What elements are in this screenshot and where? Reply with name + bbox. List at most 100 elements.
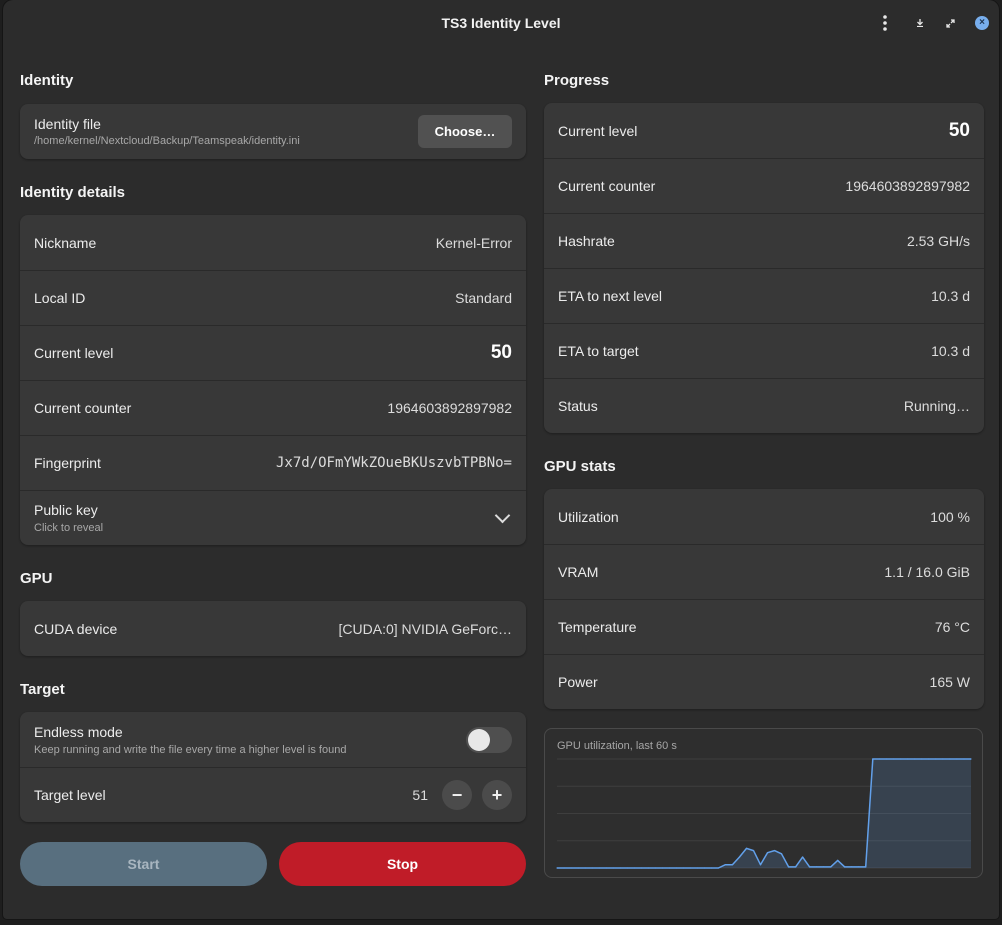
endless-mode-row: Endless mode Keep running and write the … [20,712,526,767]
chart-point [584,867,586,869]
chart-point [900,758,902,760]
chart-point [787,866,790,868]
current-level-value: 50 [490,342,512,363]
chevron-down-icon[interactable] [494,507,511,523]
chart-point [605,867,607,869]
choose-file-button[interactable]: Choose… [418,115,512,148]
minus-icon: − [451,785,463,805]
stop-button[interactable]: Stop [279,842,526,886]
target-card: Endless mode Keep running and write the … [20,712,526,822]
local-id-row: Local ID Standard [20,270,526,325]
chart-point [633,867,635,869]
progress-counter-label: Current counter [558,178,656,194]
temperature-row: Temperature 76 °C [544,599,984,654]
power-value: 165 W [929,674,970,690]
endless-mode-switch[interactable] [466,726,512,753]
chart-point [717,867,719,869]
chart-point [872,758,874,760]
minimize-button[interactable] [908,11,932,35]
chart-point [823,866,825,868]
status-value: Running… [903,398,970,414]
chart-point [858,866,860,868]
chart-point [914,758,916,760]
chart-point [970,758,972,760]
current-counter-value: 1964603892897982 [387,400,512,416]
local-id-label: Local ID [34,290,86,306]
chart-point [619,867,621,869]
public-key-label: Public key [34,502,98,518]
progress-section-title: Progress [544,72,610,89]
progress-level-value: 50 [948,119,970,141]
chart-point [844,866,846,868]
gpu-section-title: GPU [20,570,53,587]
minimize-icon [917,19,923,27]
chart-point [773,849,776,852]
eta-target-label: ETA to target [558,343,639,359]
chart-point [696,867,698,869]
chart-point [956,758,958,760]
chart-point [563,867,565,869]
close-button[interactable]: × [970,11,994,35]
current-counter-label: Current counter [34,400,132,416]
gpu-card: CUDA device [CUDA:0] NVIDIA GeForc… [20,601,526,656]
chart-point [703,867,705,869]
chart-point [794,866,797,868]
utilization-row: Utilization 100 % [544,489,984,544]
chart-point [963,758,965,760]
chart-point [654,867,656,869]
power-row: Power 165 W [544,654,984,709]
switch-knob [468,728,490,751]
target-level-value[interactable]: 51 [412,787,428,803]
chart-point [577,867,579,869]
chart-point [809,866,811,868]
status-label: Status [558,398,598,414]
utilization-label: Utilization [558,508,619,525]
hashrate-label: Hashrate [558,233,615,249]
decrease-level-button[interactable]: − [442,780,472,810]
chart-point [682,867,684,869]
vram-row: VRAM 1.1 / 16.0 GiB [544,544,984,599]
chart-point [830,866,832,868]
identity-file-row: Identity file /home/kernel/Nextcloud/Bac… [20,104,526,159]
chart-point [837,859,839,861]
main-menu-button[interactable] [873,11,897,35]
vram-value: 1.1 / 16.0 GiB [884,564,970,580]
cuda-device-value[interactable]: [CUDA:0] NVIDIA GeForc… [338,620,512,637]
start-button[interactable]: Start [20,842,267,886]
utilization-value: 100 % [930,508,970,525]
eta-target-value: 10.3 d [931,343,970,359]
public-key-row[interactable]: Public key Click to reveal [20,490,526,545]
chart-title: GPU utilization, last 60 s [557,740,677,752]
identity-file-label: Identity file [34,116,101,132]
chart-point [921,758,923,760]
eta-target-row: ETA to target 10.3 d [544,323,984,378]
chart-point [942,758,944,760]
chart-point [752,849,755,852]
chart-point [689,867,691,869]
power-label: Power [558,674,598,690]
chart-point [668,867,670,869]
progress-level-row: Current level 50 [544,103,984,158]
current-level-row: Current level 50 [20,325,526,380]
chart-point [879,758,881,760]
cuda-device-row[interactable]: CUDA device [CUDA:0] NVIDIA GeForc… [20,601,526,656]
identity-card: Identity file /home/kernel/Nextcloud/Bac… [20,104,526,159]
maximize-button[interactable] [938,11,962,35]
fingerprint-label: Fingerprint [34,455,101,471]
eta-next-label: ETA to next level [558,288,663,304]
nickname-value: Kernel-Error [435,234,512,251]
progress-counter-row: Current counter 1964603892897982 [544,158,984,213]
progress-level-label: Current level [558,122,638,139]
chart-point [612,867,614,869]
nickname-label: Nickname [34,234,97,251]
fingerprint-row: Fingerprint Jx7d/OFmYWkZOueBKUszvbTPBNo= [20,435,526,490]
endless-mode-text: Endless mode Keep running and write the … [34,724,466,756]
hashrate-value: 2.53 GH/s [906,233,970,249]
increase-level-button[interactable]: + [482,780,512,810]
temperature-label: Temperature [558,619,637,635]
fingerprint-value: Jx7d/OFmYWkZOueBKUszvbTPBNo= [275,455,512,471]
chart-point [766,852,769,854]
plus-icon: + [491,785,503,805]
chart-point [865,866,867,868]
chart-point [647,867,649,869]
